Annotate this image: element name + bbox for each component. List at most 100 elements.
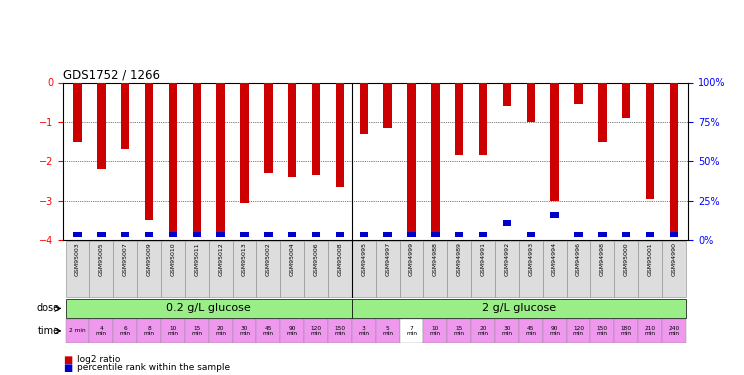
Bar bbox=[670, 231, 678, 237]
Text: 20
min: 20 min bbox=[478, 326, 489, 336]
FancyBboxPatch shape bbox=[113, 319, 137, 343]
Text: GSM94990: GSM94990 bbox=[671, 242, 676, 276]
FancyBboxPatch shape bbox=[615, 241, 638, 297]
Bar bbox=[598, 231, 606, 237]
FancyBboxPatch shape bbox=[328, 319, 352, 343]
FancyBboxPatch shape bbox=[447, 319, 471, 343]
Bar bbox=[74, 82, 82, 142]
Text: GSM95012: GSM95012 bbox=[218, 242, 223, 276]
Text: GSM94999: GSM94999 bbox=[409, 242, 414, 276]
Text: GSM95002: GSM95002 bbox=[266, 242, 271, 276]
Text: 30
min: 30 min bbox=[239, 326, 250, 336]
Text: 180
min: 180 min bbox=[620, 326, 632, 336]
FancyBboxPatch shape bbox=[400, 319, 423, 343]
Bar bbox=[121, 82, 129, 149]
Text: 210
min: 210 min bbox=[644, 326, 655, 336]
FancyBboxPatch shape bbox=[352, 299, 686, 318]
Bar bbox=[193, 82, 201, 236]
Text: GSM95003: GSM95003 bbox=[75, 242, 80, 276]
Text: time: time bbox=[37, 326, 60, 336]
FancyBboxPatch shape bbox=[161, 241, 185, 297]
Text: GSM95000: GSM95000 bbox=[623, 242, 629, 276]
Text: GSM95010: GSM95010 bbox=[170, 242, 176, 276]
FancyBboxPatch shape bbox=[161, 319, 185, 343]
Text: 10
min: 10 min bbox=[167, 326, 179, 336]
FancyBboxPatch shape bbox=[137, 241, 161, 297]
Text: 10
min: 10 min bbox=[430, 326, 441, 336]
FancyBboxPatch shape bbox=[209, 241, 233, 297]
FancyBboxPatch shape bbox=[209, 319, 233, 343]
FancyBboxPatch shape bbox=[328, 241, 352, 297]
FancyBboxPatch shape bbox=[185, 319, 209, 343]
Text: ■: ■ bbox=[63, 363, 72, 372]
Bar bbox=[264, 82, 272, 173]
Text: GSM94993: GSM94993 bbox=[528, 242, 533, 276]
Text: GSM95011: GSM95011 bbox=[194, 242, 199, 276]
FancyBboxPatch shape bbox=[185, 241, 209, 297]
FancyBboxPatch shape bbox=[257, 319, 280, 343]
FancyBboxPatch shape bbox=[423, 241, 447, 297]
Text: 150
min: 150 min bbox=[597, 326, 608, 336]
Text: 4
min: 4 min bbox=[96, 326, 107, 336]
Bar bbox=[527, 231, 535, 237]
Text: 90
min: 90 min bbox=[286, 326, 298, 336]
Text: 15
min: 15 min bbox=[454, 326, 465, 336]
Text: dose: dose bbox=[36, 303, 60, 313]
Bar bbox=[574, 231, 583, 237]
Bar bbox=[359, 82, 368, 134]
Bar bbox=[574, 82, 583, 104]
FancyBboxPatch shape bbox=[233, 241, 257, 297]
Text: GSM95006: GSM95006 bbox=[313, 242, 318, 276]
Text: GDS1752 / 1266: GDS1752 / 1266 bbox=[63, 68, 160, 81]
FancyBboxPatch shape bbox=[400, 241, 423, 297]
FancyBboxPatch shape bbox=[137, 319, 161, 343]
Text: GSM94996: GSM94996 bbox=[576, 242, 581, 276]
Bar bbox=[312, 231, 320, 237]
FancyBboxPatch shape bbox=[280, 241, 304, 297]
Bar bbox=[336, 231, 344, 237]
Text: GSM95005: GSM95005 bbox=[99, 242, 104, 276]
Text: GSM94994: GSM94994 bbox=[552, 242, 557, 276]
Text: GSM94995: GSM94995 bbox=[362, 242, 366, 276]
Bar bbox=[622, 82, 630, 118]
Text: GSM95009: GSM95009 bbox=[147, 242, 152, 276]
Bar bbox=[407, 82, 416, 236]
Bar bbox=[97, 231, 106, 237]
Text: GSM94992: GSM94992 bbox=[504, 242, 510, 276]
Bar bbox=[145, 231, 153, 237]
Bar bbox=[479, 82, 487, 155]
FancyBboxPatch shape bbox=[471, 319, 495, 343]
FancyBboxPatch shape bbox=[280, 319, 304, 343]
Bar bbox=[121, 231, 129, 237]
Text: GSM95001: GSM95001 bbox=[647, 242, 652, 276]
Text: GSM94989: GSM94989 bbox=[457, 242, 462, 276]
FancyBboxPatch shape bbox=[113, 241, 137, 297]
Bar bbox=[455, 231, 464, 237]
Bar bbox=[240, 82, 248, 203]
Bar bbox=[503, 220, 511, 226]
Text: GSM94991: GSM94991 bbox=[481, 242, 486, 276]
Text: 3
min: 3 min bbox=[359, 326, 369, 336]
Bar bbox=[145, 82, 153, 220]
Bar bbox=[527, 82, 535, 122]
Bar bbox=[169, 82, 177, 236]
Bar bbox=[646, 231, 654, 237]
Bar bbox=[264, 231, 272, 237]
FancyBboxPatch shape bbox=[495, 319, 519, 343]
FancyBboxPatch shape bbox=[89, 319, 113, 343]
FancyBboxPatch shape bbox=[638, 241, 662, 297]
FancyBboxPatch shape bbox=[352, 319, 376, 343]
Text: GSM95013: GSM95013 bbox=[242, 242, 247, 276]
FancyBboxPatch shape bbox=[376, 241, 400, 297]
Bar bbox=[551, 82, 559, 201]
Text: percentile rank within the sample: percentile rank within the sample bbox=[77, 363, 230, 372]
Bar bbox=[455, 82, 464, 155]
FancyBboxPatch shape bbox=[662, 241, 686, 297]
FancyBboxPatch shape bbox=[423, 319, 447, 343]
Text: GSM95007: GSM95007 bbox=[123, 242, 128, 276]
Bar bbox=[288, 231, 296, 237]
Bar bbox=[359, 231, 368, 237]
Text: 45
min: 45 min bbox=[525, 326, 536, 336]
Bar bbox=[288, 82, 296, 177]
Bar bbox=[383, 82, 392, 128]
